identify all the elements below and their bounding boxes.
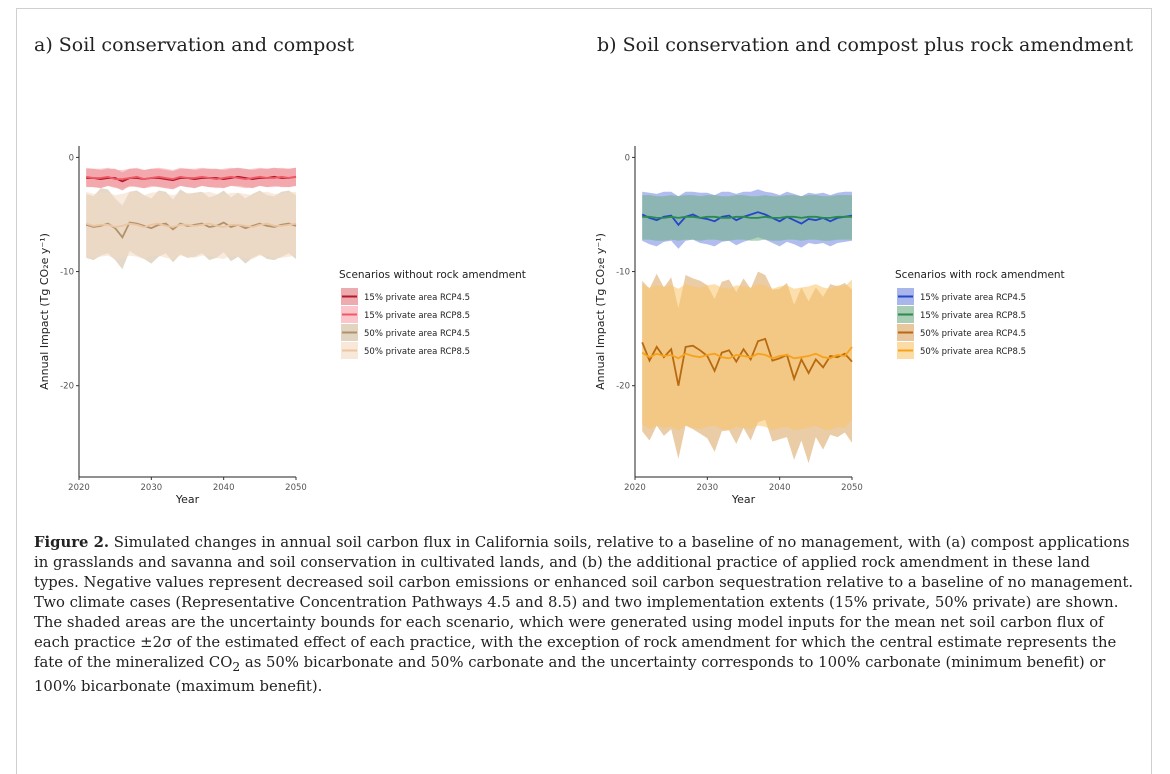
series-line-1: [641, 211, 853, 227]
x-tick-label: 2050: [285, 483, 307, 493]
legend-label-3: 50% private area RCP4.5: [920, 329, 1026, 339]
y-tick-label: -20: [616, 382, 630, 392]
y-axis-label: Annual Impact (Tg CO₂e y⁻¹): [38, 233, 51, 390]
y-tick-label: -20: [60, 382, 74, 392]
legend-label-2: 15% private area RCP8.5: [364, 311, 470, 321]
x-axis-label: Year: [731, 493, 756, 506]
x-tick-label: 2040: [769, 483, 791, 493]
x-tick-label: 2030: [141, 483, 163, 493]
series-line-4: [85, 222, 297, 228]
figure-frame: [16, 8, 1152, 774]
x-tick-label: 2020: [68, 483, 90, 493]
chart-panel-a: 0 -10 -20 2020 2030 2040 2050 Year Annual Impact…: [38, 146, 526, 506]
y-tick-label: -10: [616, 268, 630, 278]
x-tick-label: 2050: [841, 483, 863, 493]
x-axis-label: Year: [175, 493, 200, 506]
panel-b-title: b) Soil conservation and compost plus ro…: [597, 34, 1134, 56]
series-line-2: [642, 215, 852, 219]
caption-subscript: 2: [232, 659, 241, 674]
y-tick-label: 0: [69, 153, 74, 163]
figure-label: Figure 2.: [34, 534, 110, 551]
series-line-4: [641, 346, 853, 360]
legend-label-1: 15% private area RCP4.5: [364, 293, 470, 303]
series-line-3: [641, 337, 853, 386]
chart-panel-b: 0 -10 -20 2020 2030 2040 2050 Year Annual Impact…: [594, 146, 1065, 506]
y-axis-label: Annual Impact (Tg CO₂e y⁻¹): [594, 233, 607, 390]
x-tick-label: 2020: [624, 483, 646, 493]
panel-a-title: a) Soil conservation and compost: [34, 34, 355, 56]
x-tick-label: 2030: [697, 483, 719, 493]
legend-title: Scenarios with rock amendment: [895, 269, 1065, 281]
y-tick-label: 0: [625, 153, 630, 163]
legend-title: Scenarios without rock amendment: [339, 269, 526, 281]
x-tick-label: 2040: [213, 483, 235, 493]
series-line-2: [86, 175, 297, 181]
legend-label-1: 15% private area RCP4.5: [920, 293, 1026, 303]
legend-label-3: 50% private area RCP4.5: [364, 329, 470, 339]
caption-text-2: as 50% bicarbonate and 50% carbonate and…: [34, 654, 1106, 695]
legend-label-4: 50% private area RCP8.5: [364, 347, 470, 357]
legend-label-4: 50% private area RCP8.5: [920, 347, 1026, 357]
figure-caption: Figure 2. Simulated changes in annual so…: [34, 533, 1134, 697]
y-tick-label: -10: [60, 268, 74, 278]
caption-text-1: Simulated changes in annual soil carbon …: [34, 534, 1134, 671]
legend-label-2: 15% private area RCP8.5: [920, 311, 1026, 321]
